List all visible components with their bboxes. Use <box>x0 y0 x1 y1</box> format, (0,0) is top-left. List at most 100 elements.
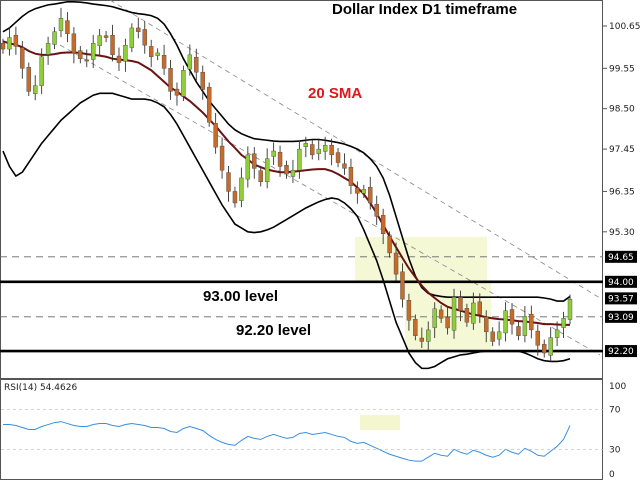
candle <box>484 310 489 343</box>
candle <box>78 46 83 64</box>
candle-down-body <box>445 317 450 329</box>
trendline-lower <box>59 44 601 356</box>
candle-down-body <box>213 123 218 148</box>
candle-down-body <box>484 316 489 333</box>
candle-up-body <box>322 145 328 152</box>
candle-down-body <box>84 59 89 62</box>
candle-down-body <box>374 203 379 217</box>
candle-up-body <box>567 298 573 320</box>
lower-level-annotation: 92.20 level <box>236 322 311 339</box>
candle <box>387 231 392 258</box>
candle <box>206 82 212 127</box>
candle <box>7 27 12 56</box>
candle-down-body <box>71 33 77 54</box>
candle-down-body <box>226 172 231 192</box>
upper-supply-zone <box>355 237 487 281</box>
candle <box>567 294 573 325</box>
candle <box>0 38 6 54</box>
candle <box>213 112 218 154</box>
candle <box>329 138 334 166</box>
candle <box>548 327 553 362</box>
price-tag-box <box>605 250 637 263</box>
candle <box>342 153 347 175</box>
candle <box>71 27 77 64</box>
candle <box>490 327 495 347</box>
y-tick-label: 96.35 <box>609 187 635 197</box>
candle-up-body <box>451 297 457 331</box>
candle <box>252 147 257 179</box>
rsi-tick-label: 0 <box>609 470 615 480</box>
rsi-title: RSI(14) 54.4626 <box>4 383 77 393</box>
candle-up-body <box>58 18 64 31</box>
candle <box>297 140 302 179</box>
price-tags: 94.65 94.00 93.57 93.09 92.20 <box>605 250 637 358</box>
candle <box>168 59 173 100</box>
trendline-upper <box>109 0 601 299</box>
candle <box>123 38 128 72</box>
rsi-layer <box>3 421 571 462</box>
price-tag-label: 94.00 <box>608 278 634 288</box>
candle-up-body <box>297 148 302 171</box>
candle-down-body <box>438 309 444 319</box>
candle-down-body <box>136 27 141 32</box>
price-tag-label: 93.09 <box>608 313 634 323</box>
candle-up-body <box>264 158 270 183</box>
candle-up-body <box>316 148 321 154</box>
candle <box>393 242 399 281</box>
candle <box>65 12 70 43</box>
candle-up-body <box>45 43 51 55</box>
candle <box>419 327 425 348</box>
candle-up-body <box>290 170 296 177</box>
candle-down-body <box>258 170 263 183</box>
candle <box>194 48 199 81</box>
candle-down-body <box>355 187 360 194</box>
candle-down-body <box>509 309 515 325</box>
candle <box>529 305 534 339</box>
price-tag-label: 94.65 <box>608 253 634 263</box>
candle <box>303 136 309 158</box>
candle-down-body <box>252 153 257 169</box>
candle <box>258 166 263 187</box>
candles-layer <box>0 7 573 362</box>
candle-up-body <box>548 337 553 356</box>
candle-down-body <box>277 151 283 167</box>
candle <box>155 48 160 61</box>
candle-up-body <box>303 143 309 147</box>
candle <box>368 176 373 210</box>
candle-down-body <box>174 88 180 96</box>
candle <box>464 303 470 327</box>
candle-down-body <box>477 301 482 315</box>
candle <box>445 306 450 335</box>
candle <box>451 288 457 339</box>
candle-down-body <box>20 47 25 69</box>
candle <box>187 44 193 76</box>
rsi-line <box>3 421 571 462</box>
candle <box>471 292 476 330</box>
candle <box>432 302 437 338</box>
candle <box>503 302 508 342</box>
candle-up-body <box>7 37 12 50</box>
candle-up-body <box>181 70 186 97</box>
candle <box>52 27 57 50</box>
candle-down-body <box>310 144 315 156</box>
candle <box>39 48 44 95</box>
candle-up-body <box>52 31 57 45</box>
candle-down-body <box>110 35 115 56</box>
candle <box>219 137 225 179</box>
candle-up-body <box>496 331 502 340</box>
candle-up-body <box>522 316 528 336</box>
candle-down-body <box>206 86 212 123</box>
candle-down-body <box>284 165 289 175</box>
candle <box>232 186 238 208</box>
rsi-tick-label: 30 <box>609 445 621 455</box>
candle <box>45 36 51 65</box>
candle <box>116 47 122 72</box>
price-tag-box <box>605 292 637 305</box>
candle <box>561 311 566 338</box>
candle <box>542 339 547 358</box>
sma-annotation: 20 SMA <box>308 85 362 102</box>
candle-up-body <box>503 310 508 334</box>
candle-down-body <box>200 71 205 90</box>
candle-up-body <box>97 35 102 46</box>
